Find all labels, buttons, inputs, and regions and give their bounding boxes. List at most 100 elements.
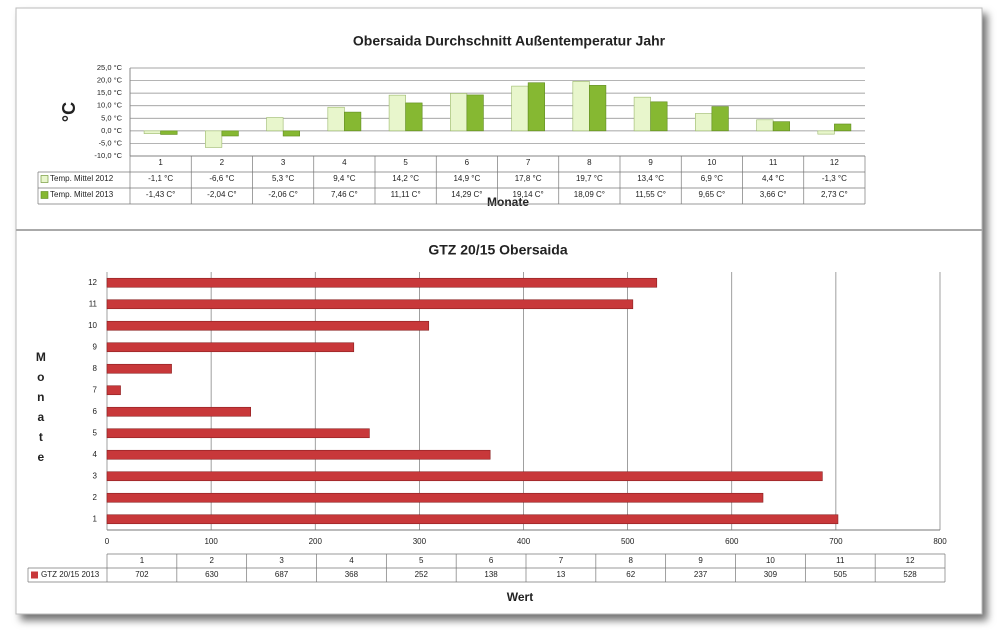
bar (106, 406, 251, 417)
bar (589, 85, 607, 132)
x-tick-label: 800 (933, 537, 947, 546)
bar (772, 121, 790, 132)
bar (106, 363, 172, 374)
table-cell: 13,4 °C (637, 174, 664, 183)
y-tick-label: 4 (93, 450, 98, 459)
table-cell: 19,14 C° (513, 190, 544, 199)
y-tick-label: 7 (93, 385, 98, 394)
table-header: 8 (629, 556, 634, 565)
x-tick-label: 6 (465, 158, 470, 167)
x-tick-label: 8 (587, 158, 592, 167)
bar (817, 130, 835, 135)
legend-swatch (40, 175, 49, 183)
bar (695, 113, 713, 132)
legend-swatch (40, 191, 49, 199)
bar (106, 492, 764, 503)
table-cell: 11,55 C° (635, 190, 666, 199)
table-cell: 14,29 C° (451, 190, 482, 199)
y-tick-label: 6 (93, 407, 98, 416)
table-cell: 62 (626, 570, 635, 579)
table-cell: 17,8 °C (515, 174, 542, 183)
table-cell: -6,6 °C (209, 174, 234, 183)
x-axis-label: Wert (507, 590, 533, 604)
table-header: 2 (210, 556, 215, 565)
y-tick-label: 3 (93, 471, 98, 480)
table-cell: 11,11 C° (391, 190, 421, 199)
y-axis-label: Monate (34, 350, 48, 470)
y-tick-label: 20,0 °C (97, 76, 123, 85)
table-cell: 309 (764, 570, 778, 579)
y-tick-label: 8 (93, 364, 98, 373)
x-tick-label: 400 (517, 537, 531, 546)
bar (106, 277, 658, 288)
bar (344, 111, 362, 132)
x-tick-label: 2 (220, 158, 225, 167)
y-tick-label: 5,0 °C (101, 113, 123, 122)
x-tick-label: 9 (648, 158, 653, 167)
table-cell: 9,65 C° (698, 190, 725, 199)
table-cell: 237 (694, 570, 708, 579)
bar (106, 385, 121, 396)
bar (650, 101, 668, 132)
legend-label: GTZ 20/15 2013 (41, 570, 100, 579)
legend-swatch (31, 571, 38, 579)
x-tick-label: 11 (769, 158, 778, 167)
table-cell: -1,43 C° (146, 190, 175, 199)
table-cell: 252 (415, 570, 429, 579)
x-tick-label: 600 (725, 537, 739, 546)
bar (106, 428, 370, 439)
bar (450, 93, 468, 132)
table-cell: 9,4 °C (333, 174, 356, 183)
x-tick-label: 200 (309, 537, 323, 546)
table-header: 10 (766, 556, 775, 565)
table-cell: 138 (484, 570, 498, 579)
table-cell: 13 (556, 570, 565, 579)
table-cell: 630 (205, 570, 219, 579)
bar (143, 130, 161, 134)
x-tick-label: 700 (829, 537, 843, 546)
bar (282, 130, 300, 137)
bar (106, 342, 355, 353)
y-tick-label: -10,0 °C (94, 151, 122, 160)
table-cell: 687 (275, 570, 289, 579)
bar (527, 82, 545, 132)
y-tick-label: 1 (93, 514, 98, 523)
bar (221, 130, 239, 137)
table-cell: 3,66 C° (760, 190, 787, 199)
bar (405, 102, 423, 132)
legend-label: Temp. Mittel 2013 (50, 190, 114, 199)
x-tick-label: 5 (403, 158, 408, 167)
y-tick-label: 15,0 °C (97, 88, 123, 97)
table-header: 5 (419, 556, 424, 565)
table-cell: -1,3 °C (822, 174, 847, 183)
x-tick-label: 3 (281, 158, 286, 167)
chart-title: GTZ 20/15 Obersaida (428, 242, 567, 258)
table-header: 1 (140, 556, 145, 565)
y-tick-label: 12 (88, 278, 97, 287)
x-tick-label: 4 (342, 158, 347, 167)
table-cell: 528 (903, 570, 917, 579)
table-cell: 19,7 °C (576, 174, 603, 183)
bar (388, 94, 406, 132)
bar (106, 449, 491, 460)
table-cell: 6,9 °C (701, 174, 724, 183)
bar (106, 471, 823, 482)
bar (266, 117, 284, 132)
y-tick-label: 5 (93, 428, 98, 437)
table-cell: 14,9 °C (453, 174, 480, 183)
table-header: 9 (698, 556, 703, 565)
bar (511, 85, 529, 132)
bar (466, 94, 484, 132)
bar (106, 299, 634, 310)
table-cell: 368 (345, 570, 359, 579)
x-tick-label: 7 (526, 158, 531, 167)
table-header: 12 (906, 556, 915, 565)
x-tick-label: 12 (830, 158, 839, 167)
bar (711, 106, 729, 132)
table-header: 11 (836, 556, 845, 565)
bar (106, 320, 430, 331)
x-tick-label: 1 (158, 158, 163, 167)
legend-label: Temp. Mittel 2012 (50, 174, 114, 183)
